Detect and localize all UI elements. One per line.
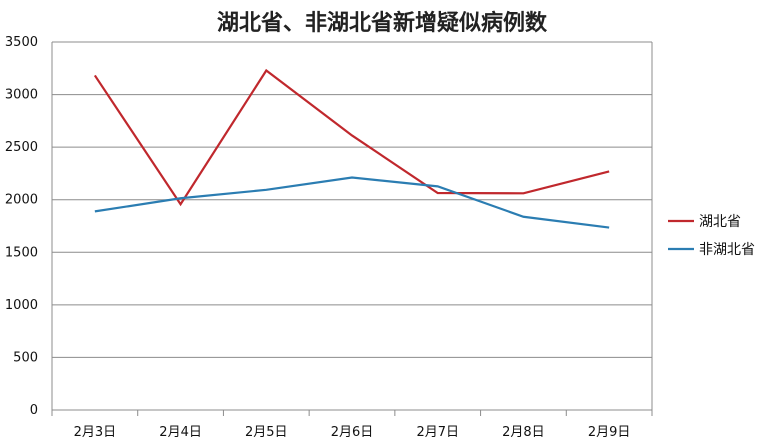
gridlines	[52, 41, 652, 358]
y-tick-label: 0	[30, 403, 38, 418]
axes	[51, 42, 653, 411]
y-tick-label: 1500	[5, 245, 38, 260]
y-axis-ticks: 0 500 1000 1500 2000 2500 3000 3500	[5, 35, 38, 418]
legend-label: 湖北省	[699, 214, 741, 230]
y-tick-label: 2500	[5, 140, 38, 155]
series-line-1	[93, 68, 610, 207]
x-tick-label: 2月5日	[245, 425, 288, 440]
x-tick-label: 2月9日	[588, 425, 631, 440]
x-tick-label: 2月6日	[331, 425, 374, 440]
y-tick-label: 2000	[5, 193, 38, 208]
y-tick-label: 3000	[5, 88, 38, 103]
x-tick-label: 2月7日	[416, 425, 459, 440]
x-axis-ticks: 2月3日 2月4日 2月5日 2月6日 2月7日 2月8日 2月9日	[51, 410, 653, 440]
y-tick-label: 500	[13, 350, 38, 365]
y-tick-label: 3500	[5, 35, 38, 50]
series-line-2	[94, 176, 610, 229]
x-tick-label: 2月4日	[159, 425, 202, 440]
chart-title: 湖北省、非湖北省新增疑似病例数	[217, 10, 548, 36]
y-tick-label: 1000	[5, 298, 38, 313]
series-group	[93, 68, 610, 229]
x-tick-label: 2月8日	[502, 425, 545, 440]
legend-label: 非湖北省	[699, 242, 755, 258]
x-tick-label: 2月3日	[74, 425, 117, 440]
